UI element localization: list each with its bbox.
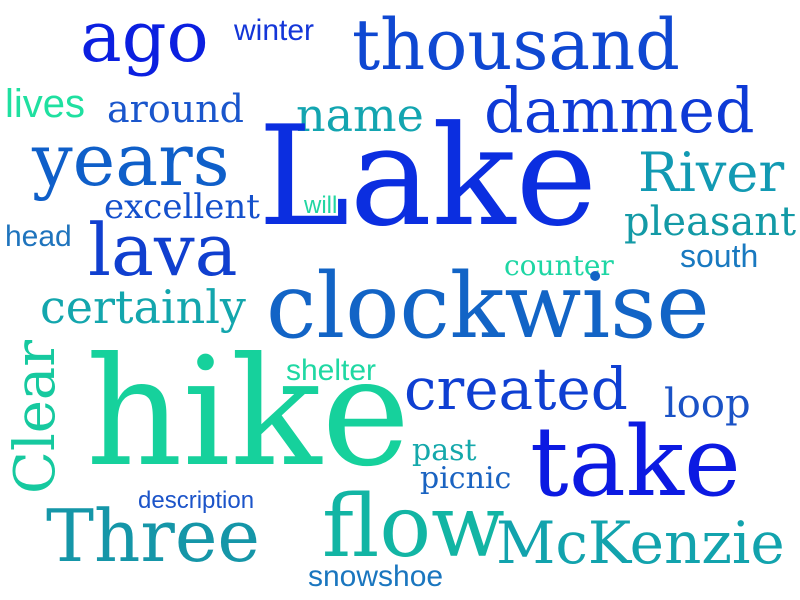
word-will: will <box>304 192 338 219</box>
word-mckenzie: McKenzie <box>496 509 785 577</box>
word-three: Three <box>46 494 261 578</box>
word-description: description <box>138 487 255 514</box>
word-flow: flow <box>322 477 505 577</box>
word-clockwise: clockwise <box>266 254 710 359</box>
word-counter: counter <box>504 249 614 282</box>
word-thousand: thousand <box>352 4 680 86</box>
word-ago: ago <box>80 0 209 78</box>
word-loop: loop <box>664 381 751 427</box>
word-pleasant: pleasant <box>624 199 797 245</box>
word-shelter: shelter <box>286 354 377 387</box>
word-around: around <box>107 87 244 131</box>
word-created: created <box>404 355 628 423</box>
word-picnic: picnic <box>420 461 512 496</box>
word-snowshoe: snowshoe <box>308 560 444 593</box>
word-lives: lives <box>5 82 86 126</box>
word-years: years <box>32 118 230 202</box>
word-south: south <box>680 238 759 274</box>
word-certainly: certainly <box>40 280 246 334</box>
word-name: name <box>296 88 424 142</box>
word-lake: Lake <box>258 96 598 257</box>
word-river: River <box>638 141 785 204</box>
word-take: take <box>530 406 741 518</box>
word-hike: hike <box>86 326 411 500</box>
word-clear: Clear <box>3 339 68 494</box>
word-dammed: dammed <box>484 74 755 147</box>
word-lava: lava <box>88 208 238 292</box>
word-winter: winter <box>234 14 315 47</box>
word-head: head <box>5 220 72 253</box>
word-excellent: excellent <box>104 187 260 227</box>
word-past: past <box>412 433 477 468</box>
